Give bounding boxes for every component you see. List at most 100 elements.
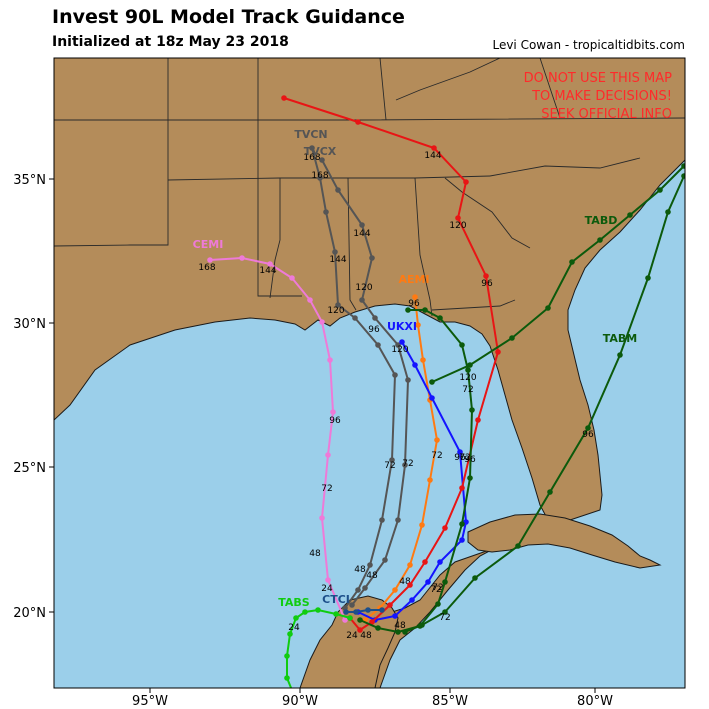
track-point (422, 559, 428, 565)
track-point (681, 173, 685, 179)
track-point (457, 449, 463, 455)
track-point (467, 362, 473, 368)
warning-line-2: TO MAKE DECISIONS! (531, 89, 672, 104)
forecast-hour-label: 72 (384, 461, 395, 471)
map-axes: 95°W 90°W 85°W 80°W 35°N 30°N 25°N 20°N (13, 173, 613, 709)
track-point (645, 275, 651, 281)
track-point (395, 342, 401, 348)
track-point (239, 255, 245, 261)
map-subtitle: Initialized at 18z May 23 2018 (52, 34, 289, 50)
track-point (333, 611, 339, 617)
map-title: Invest 90L Model Track Guidance (52, 6, 405, 28)
track-point (317, 175, 323, 181)
track-point (431, 145, 437, 151)
track-point (281, 95, 287, 101)
track-point (379, 607, 385, 613)
track-point (419, 622, 425, 628)
track-point (422, 307, 428, 313)
track-point (545, 305, 551, 311)
track-point (369, 619, 375, 625)
track-point (357, 627, 363, 633)
lat-label-20n: 20°N (13, 606, 46, 621)
track-point (434, 437, 440, 443)
track-point (365, 607, 371, 613)
track-ctci: CTCI (322, 593, 385, 615)
track-point (372, 315, 378, 321)
track-point (405, 377, 411, 383)
track-point (459, 521, 465, 527)
track-point (392, 613, 398, 619)
track-point (375, 342, 381, 348)
track-point (412, 362, 418, 368)
track-point (585, 425, 591, 431)
track-point (420, 357, 426, 363)
track-point (325, 452, 331, 458)
track-cemi: 24 48 72 96 144 168 CEMI (193, 238, 348, 623)
track-point (435, 601, 441, 607)
lat-label-30n: 30°N (13, 317, 46, 332)
track-point (495, 349, 501, 355)
track-point (323, 209, 329, 215)
track-point (267, 261, 273, 267)
lon-label-90w: 90°W (282, 694, 318, 709)
track-point (382, 557, 388, 563)
track-point (425, 579, 431, 585)
forecast-hour-label: 96 (582, 430, 594, 440)
track-point (665, 209, 671, 215)
forecast-hour-label: 120 (391, 345, 408, 355)
forecast-hour-label: 96 (408, 299, 420, 309)
track-point (455, 215, 461, 221)
forecast-hour-label: 24 (321, 584, 333, 594)
track-point (569, 259, 575, 265)
track-point (315, 607, 321, 613)
forecast-hour-label: 72 (402, 459, 413, 469)
track-point (287, 631, 293, 637)
forecast-hour-label: 96 (368, 325, 380, 335)
model-name-label: CTCI (322, 593, 350, 606)
track-point (459, 485, 465, 491)
lon-label-95w: 95°W (132, 694, 168, 709)
track-point (429, 379, 435, 385)
track-point (509, 335, 515, 341)
track-point (617, 352, 623, 358)
track-tvcn: 48 72 120 144 168 TVCN (294, 128, 398, 611)
track-point (402, 629, 408, 635)
track-point (547, 489, 553, 495)
map-area: 4872120144168TVCN487296120144168TVCX2448… (54, 58, 685, 688)
track-point (467, 475, 473, 481)
track-line (209, 256, 346, 621)
track-point (405, 307, 411, 313)
track-point (681, 163, 685, 169)
forecast-hour-label: 72 (431, 451, 442, 461)
forecast-hour-label: 48 (309, 549, 321, 559)
track-point (515, 543, 521, 549)
forecast-hour-label: 72 (430, 585, 441, 595)
track-point (395, 517, 401, 523)
state-borders (54, 58, 685, 317)
track-point (359, 297, 365, 303)
track-point (352, 315, 358, 321)
forecast-hour-label: 168 (303, 153, 320, 163)
forecast-hour-label: 168 (311, 171, 328, 181)
lat-label-35n: 35°N (13, 173, 46, 188)
track-point (347, 615, 353, 621)
track-point (412, 294, 418, 300)
forecast-hour-label: 144 (353, 229, 370, 239)
model-name-label: TABS (278, 596, 310, 609)
track-point (349, 602, 355, 608)
track-line (357, 341, 468, 622)
track-tabs: 24 TABS (278, 596, 353, 688)
track-point (367, 562, 373, 568)
track-point (309, 145, 315, 151)
track-point (362, 585, 368, 591)
track-point (389, 457, 395, 463)
track-point (359, 222, 365, 228)
model-name-label: UKXI (387, 320, 417, 333)
track-point (463, 179, 469, 185)
lon-label-80w: 80°W (577, 694, 613, 709)
track-point (483, 273, 489, 279)
